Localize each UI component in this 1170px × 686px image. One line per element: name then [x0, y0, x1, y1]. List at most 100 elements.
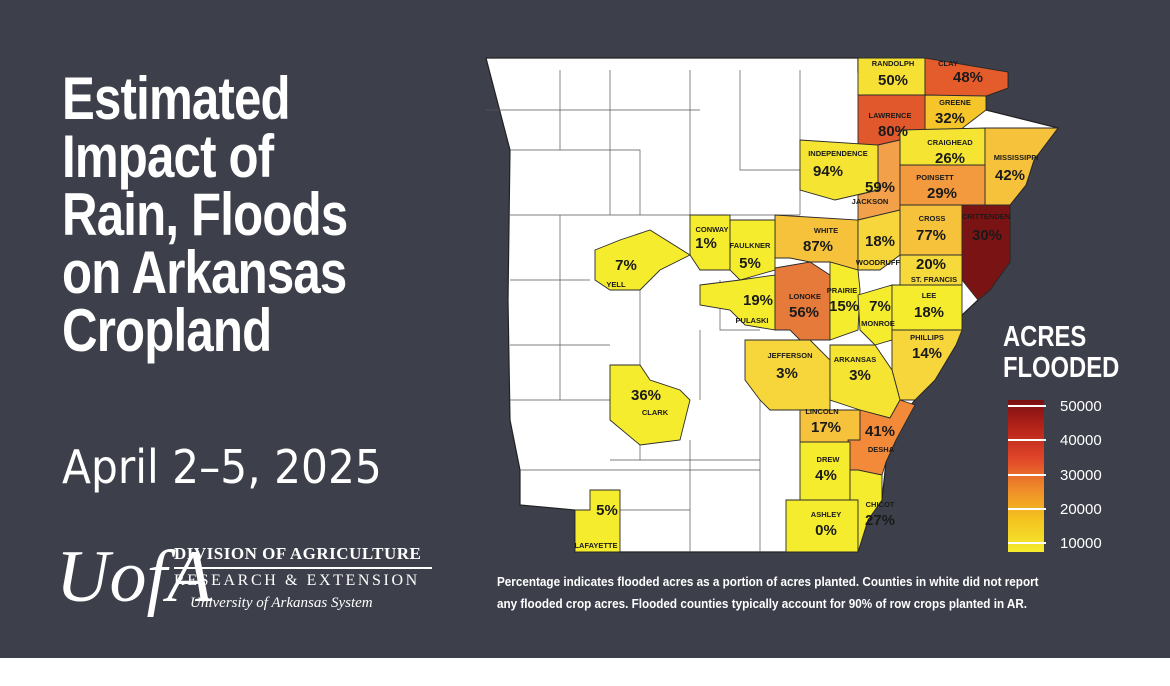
legend-tick [1008, 508, 1046, 510]
county-yell [594, 229, 691, 291]
county-percent-poinsett: 29% [927, 185, 957, 202]
county-percent-jefferson: 3% [776, 365, 798, 382]
county-percent-lafayette: 5% [596, 502, 618, 519]
county-name-lincoln: LINCOLN [805, 407, 838, 416]
uofa-logo-mark: UofA [56, 536, 213, 618]
county-name-desha: DESHA [868, 445, 895, 454]
county-name-lee: LEE [922, 291, 937, 300]
title-line: Impact of [62, 123, 274, 190]
legend-tick [1008, 405, 1046, 407]
county-percent-prairie: 15% [829, 298, 859, 315]
county-lonoke [774, 261, 831, 341]
legend-title: ACRES FLOODED [1003, 322, 1119, 384]
county-name-lonoke: LONOKE [789, 292, 821, 301]
county-name-pulaski: PULASKI [736, 316, 769, 325]
legend-label: 30000 [1060, 467, 1102, 484]
county-desha [847, 399, 916, 476]
county-name-cross: CROSS [919, 214, 946, 223]
county-percent-mississippi: 42% [995, 167, 1025, 184]
county-percent-phillips: 14% [912, 345, 942, 362]
county-percent-greene: 32% [935, 110, 965, 127]
logo-division-text: DIVISION OF AGRICULTURE [174, 544, 422, 563]
county-percent-white: 87% [803, 238, 833, 255]
county-conway [689, 214, 731, 271]
county-name-clay: CLAY [938, 59, 958, 68]
logo-system-text: University of Arkansas System [190, 595, 373, 611]
footnote-line: Percentage indicates flooded acres as a … [497, 574, 1039, 589]
county-percent-crittenden: 30% [972, 227, 1002, 244]
county-percent-pulaski: 19% [743, 292, 773, 309]
county-name-clark: CLARK [642, 408, 669, 417]
county-name-jefferson: JEFFERSON [767, 351, 812, 360]
date-range: April 2–5, 2025 [62, 440, 382, 494]
county-name-drew: DREW [817, 455, 841, 464]
county-name-mississippi: MISSISSIPPI [994, 153, 1039, 162]
county-name-st-francis: ST. FRANCIS [911, 275, 957, 284]
county-name-woodruff: WOODRUFF [856, 258, 901, 267]
county-lafayette [574, 489, 621, 553]
county-percent-yell: 7% [615, 257, 637, 274]
legend-tick [1008, 474, 1046, 476]
county-name-ashley: ASHLEY [811, 510, 841, 519]
legend-label: 10000 [1060, 535, 1102, 552]
county-percent-independence: 94% [813, 163, 843, 180]
county-name-crittenden: CRITTENDEN [962, 212, 1010, 221]
infographic-title: Estimated Impact of Rain, Floods on Arka… [62, 65, 390, 364]
county-percent-desha: 41% [865, 423, 895, 440]
county-name-craighead: CRAIGHEAD [927, 138, 973, 147]
logo-rule [174, 567, 432, 569]
county-percent-st-francis: 20% [916, 256, 946, 273]
county-percent-conway: 1% [695, 235, 717, 252]
footnote-line: any flooded crop acres. Flooded counties… [497, 596, 1028, 611]
county-name-prairie: PRAIRIE [827, 286, 857, 295]
county-monroe [857, 284, 893, 346]
logo-research-text: RESEARCH & EXTENSION [174, 572, 420, 589]
county-percent-ashley: 0% [815, 522, 837, 539]
county-name-chicot: CHICOT [866, 500, 895, 509]
county-name-jackson: JACKSON [852, 197, 889, 206]
county-percent-woodruff: 18% [865, 233, 895, 250]
county-name-lafayette: LAFAYETTE [574, 541, 617, 550]
county-percent-lawrence: 80% [878, 123, 908, 140]
county-percent-craighead: 26% [935, 150, 965, 167]
county-percent-chicot: 27% [865, 512, 895, 529]
legend-tick [1008, 542, 1046, 544]
county-clark [609, 364, 691, 446]
county-percent-jackson: 59% [865, 179, 895, 196]
county-percent-faulkner: 5% [739, 255, 761, 272]
county-percent-lonoke: 56% [789, 304, 819, 321]
county-name-arkansas: ARKANSAS [834, 355, 877, 364]
legend-label: 40000 [1060, 432, 1102, 449]
county-percent-arkansas: 3% [849, 367, 871, 384]
title-line: Cropland [62, 297, 272, 364]
legend-label: 50000 [1060, 398, 1102, 415]
county-percent-lee: 18% [914, 304, 944, 321]
legend-color-scale [1008, 400, 1044, 552]
county-percent-cross: 77% [916, 227, 946, 244]
county-percent-randolph: 50% [878, 72, 908, 89]
county-name-yell: YELL [606, 280, 626, 289]
legend-label: 20000 [1060, 501, 1102, 518]
legend-tick [1008, 439, 1046, 441]
county-percent-clark: 36% [631, 387, 661, 404]
county-faulkner [729, 219, 776, 281]
county-name-independence: INDEPENDENCE [808, 149, 868, 158]
county-name-greene: GREENE [939, 98, 971, 107]
legend-title-line: ACRES [1003, 321, 1087, 353]
county-name-white: WHITE [814, 226, 838, 235]
county-percent-drew: 4% [815, 467, 837, 484]
footnote: Percentage indicates flooded acres as a … [497, 571, 1055, 615]
county-name-poinsett: POINSETT [916, 173, 954, 182]
county-name-conway: CONWAY [695, 225, 728, 234]
county-name-lawrence: LAWRENCE [869, 111, 912, 120]
county-percent-monroe: 7% [869, 298, 891, 315]
county-name-randolph: RANDOLPH [872, 59, 915, 68]
legend-title-line: FLOODED [1003, 352, 1120, 384]
county-name-phillips: PHILLIPS [910, 333, 944, 342]
title-line: Estimated [62, 65, 291, 132]
county-name-monroe: MONROE [861, 319, 895, 328]
county-name-faulkner: FAULKNER [730, 241, 771, 250]
county-chicot [849, 469, 883, 553]
